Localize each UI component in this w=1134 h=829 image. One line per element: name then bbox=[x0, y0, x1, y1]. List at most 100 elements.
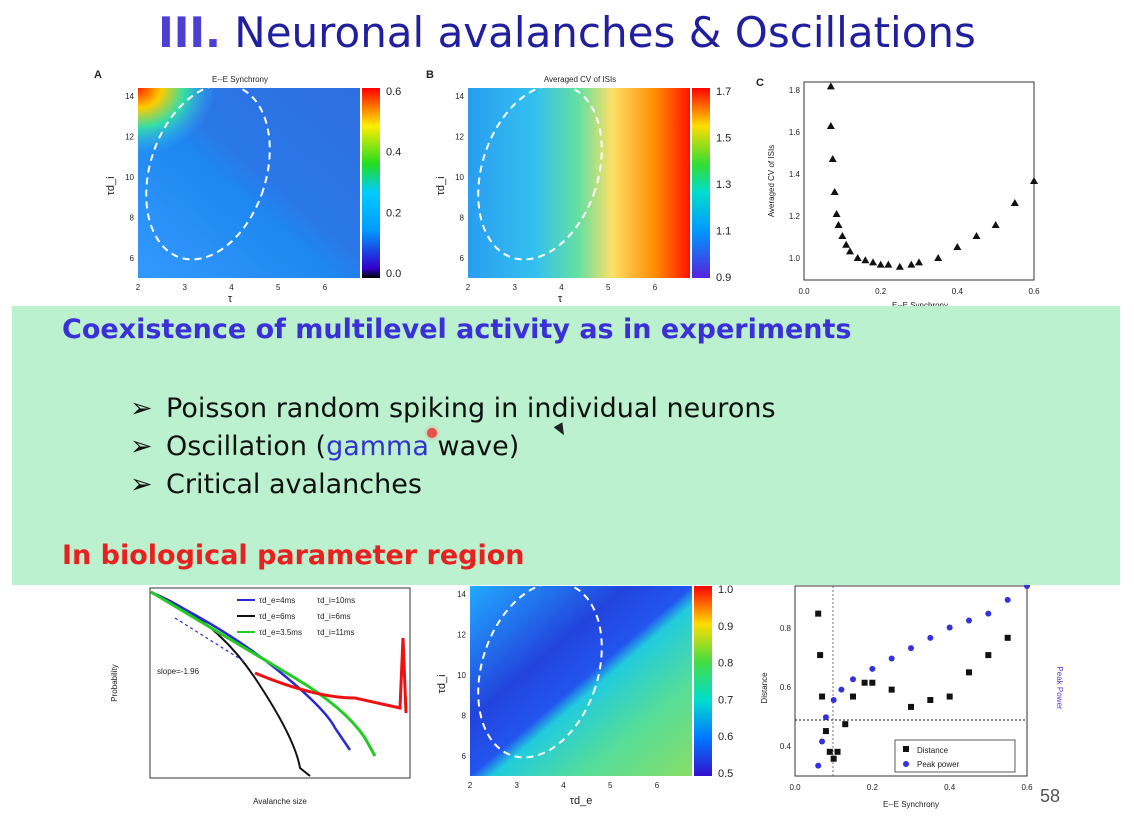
panel-f-ytick: 0.4 bbox=[780, 742, 792, 751]
gamma-highlight: gamma bbox=[326, 431, 429, 462]
panel-d-slope-line bbox=[174, 617, 246, 663]
panel-b-ytick: 14 bbox=[455, 92, 464, 101]
panel-e-ylabel: τd_i bbox=[436, 674, 448, 693]
panel-f-distance-point bbox=[815, 610, 822, 617]
panel-c-data-point bbox=[853, 254, 862, 261]
panel-d-xlabel: Avalanche size bbox=[253, 797, 307, 806]
panel-e-xtick: 4 bbox=[561, 781, 566, 790]
top-figure-row: A E--E Synchrony 0.6 0.4 0.2 0.0 2 3 4 5 6 14 12… bbox=[94, 69, 1040, 310]
panel-b-region-ellipse bbox=[477, 83, 603, 261]
panel-c-data-point bbox=[838, 232, 847, 239]
panel-d-slope-label: slope=-1.96 bbox=[157, 667, 200, 676]
panel-f-peak-power-point bbox=[966, 617, 972, 624]
page-number: 58 bbox=[1040, 786, 1061, 806]
panel-f-distance-point bbox=[908, 703, 914, 710]
panel-d-legend-label: τd_e=6ms bbox=[259, 612, 295, 621]
panel-e-colorbar bbox=[694, 586, 712, 776]
panel-e-xtick: 5 bbox=[608, 781, 613, 790]
title-text: Neuronal avalanches & Oscillations bbox=[220, 8, 976, 57]
panel-f-xlabel: E--E Synchrony bbox=[883, 800, 939, 809]
panel-f-distance-point bbox=[830, 755, 837, 762]
callout-bullet-list: ➢ Poisson random spiking in individual ne… bbox=[130, 390, 776, 504]
panel-f-distance-point bbox=[817, 652, 824, 659]
panel-c-ytick: 1.0 bbox=[789, 254, 801, 263]
panel-c-data-point bbox=[861, 256, 870, 264]
panel-c-data-point bbox=[842, 240, 851, 248]
panel-c-data-point bbox=[991, 221, 1000, 228]
panel-e-xtick: 2 bbox=[468, 781, 473, 790]
panel-f-distance-point bbox=[834, 748, 841, 755]
panel-f-distance-point bbox=[819, 693, 826, 700]
panel-f-distance-point bbox=[850, 693, 856, 700]
panel-f-peak-power-point bbox=[888, 655, 895, 662]
panel-f-peak-power-point bbox=[908, 645, 914, 652]
summary-callout bbox=[12, 306, 1120, 585]
panel-d-curve-red bbox=[254, 637, 408, 714]
panel-a-xtick: 4 bbox=[229, 283, 234, 292]
panel-e-cbar-tick: 0.8 bbox=[718, 658, 733, 670]
panel-c-data-point bbox=[826, 82, 835, 90]
legend-distance-marker bbox=[903, 746, 909, 752]
panel-b-xtick: 3 bbox=[513, 283, 518, 292]
panel-f: 0.0 0.2 0.4 0.6 0.8 0.6 0.4 Distance Peak pow… bbox=[760, 583, 1064, 809]
panel-e-heatmap bbox=[470, 586, 692, 776]
panel-c-data-point bbox=[884, 260, 893, 268]
panel-d-legend-label: τd_e=3.5ms bbox=[259, 628, 302, 637]
panel-a-xtick: 3 bbox=[183, 283, 188, 292]
panel-c-data-point bbox=[934, 254, 943, 261]
panel-b-colorbar bbox=[692, 88, 710, 278]
panel-f-distance-point bbox=[861, 679, 868, 686]
panel-b-cbar-tick: 1.5 bbox=[716, 133, 731, 145]
panel-f-peak-power-point bbox=[819, 738, 826, 745]
panel-e-cbar-tick: 0.7 bbox=[718, 694, 733, 706]
panel-f-distance-point bbox=[826, 748, 833, 755]
panel-b-ytick: 12 bbox=[455, 133, 464, 142]
bullet-arrow-icon: ➢ bbox=[130, 393, 153, 424]
panel-b-cbar-tick: 1.3 bbox=[716, 179, 731, 191]
legend-peak-power-marker bbox=[903, 761, 909, 767]
laser-pointer-dot bbox=[427, 428, 437, 438]
panel-d-legend-label: τd_i=11ms bbox=[317, 628, 354, 637]
panel-d-curve-green bbox=[150, 590, 377, 757]
panel-c-ytick: 1.4 bbox=[789, 170, 801, 179]
panel-e-ytick: 12 bbox=[457, 631, 466, 640]
panel-c-data-point bbox=[953, 243, 962, 250]
panel-e-cbar-tick: 1.0 bbox=[718, 584, 733, 596]
panel-f-peak-power-point bbox=[869, 665, 876, 672]
panel-c-data-point bbox=[907, 260, 916, 268]
panel-f-xtick: 0.6 bbox=[1021, 783, 1033, 792]
bullet-item: ➢ Oscillation (gamma wave) bbox=[130, 428, 776, 466]
panel-e-cbar-tick: 0.9 bbox=[718, 621, 733, 633]
panel-c-xtick: 0.6 bbox=[1028, 287, 1040, 296]
panel-c-data-point bbox=[895, 262, 904, 270]
panel-f-peak-power-point bbox=[850, 676, 856, 683]
panel-c-ytick: 1.2 bbox=[789, 212, 801, 221]
panel-a-letter: A bbox=[94, 69, 102, 81]
panel-c-ytick: 1.6 bbox=[789, 128, 801, 137]
panel-f-ylabel: Distance bbox=[760, 672, 769, 704]
panel-c-ytick: 1.8 bbox=[789, 86, 801, 95]
callout-heading: Coexistence of multilevel activity as in… bbox=[62, 314, 852, 345]
panel-b-cbar-tick: 1.7 bbox=[716, 86, 731, 98]
panel-f-peak-power-point bbox=[1004, 596, 1011, 603]
panel-c-data-point bbox=[826, 122, 835, 129]
panel-c-data-point bbox=[828, 155, 837, 162]
panel-a-ytick: 12 bbox=[125, 133, 134, 142]
panel-e-cbar-tick: 0.5 bbox=[718, 768, 733, 780]
panel-b-xlabel: τ bbox=[558, 293, 563, 305]
panel-e: 1.0 0.9 0.8 0.7 0.6 0.5 2 3 4 5 6 14 12 10 8 6 τd_e τ… bbox=[436, 581, 733, 807]
panel-c-data-point bbox=[972, 232, 981, 239]
bullet-item: ➢ Critical avalanches bbox=[130, 466, 776, 504]
panel-a-cbar-tick: 0.4 bbox=[386, 147, 401, 159]
panel-f-xtick: 0.0 bbox=[789, 783, 801, 792]
panel-a-cbar-tick: 0.2 bbox=[386, 207, 401, 219]
panel-f-distance-point bbox=[966, 669, 972, 676]
panel-b-xtick: 4 bbox=[559, 283, 564, 292]
panel-f-xtick: 0.2 bbox=[867, 783, 879, 792]
panel-a-ytick: 8 bbox=[130, 214, 135, 223]
callout-footer: In biological parameter region bbox=[62, 540, 525, 571]
bullet-arrow-icon: ➢ bbox=[130, 431, 153, 462]
panel-a-cbar-tick: 0.0 bbox=[386, 268, 401, 280]
panel-d: slope=-1.96 τd_e=4ms τd_i=10ms τd_e=6ms τd_… bbox=[110, 587, 411, 806]
panel-b: B Averaged CV of ISIs 1.7 1.5 1.3 1.1 0.9 2 3… bbox=[426, 69, 731, 305]
